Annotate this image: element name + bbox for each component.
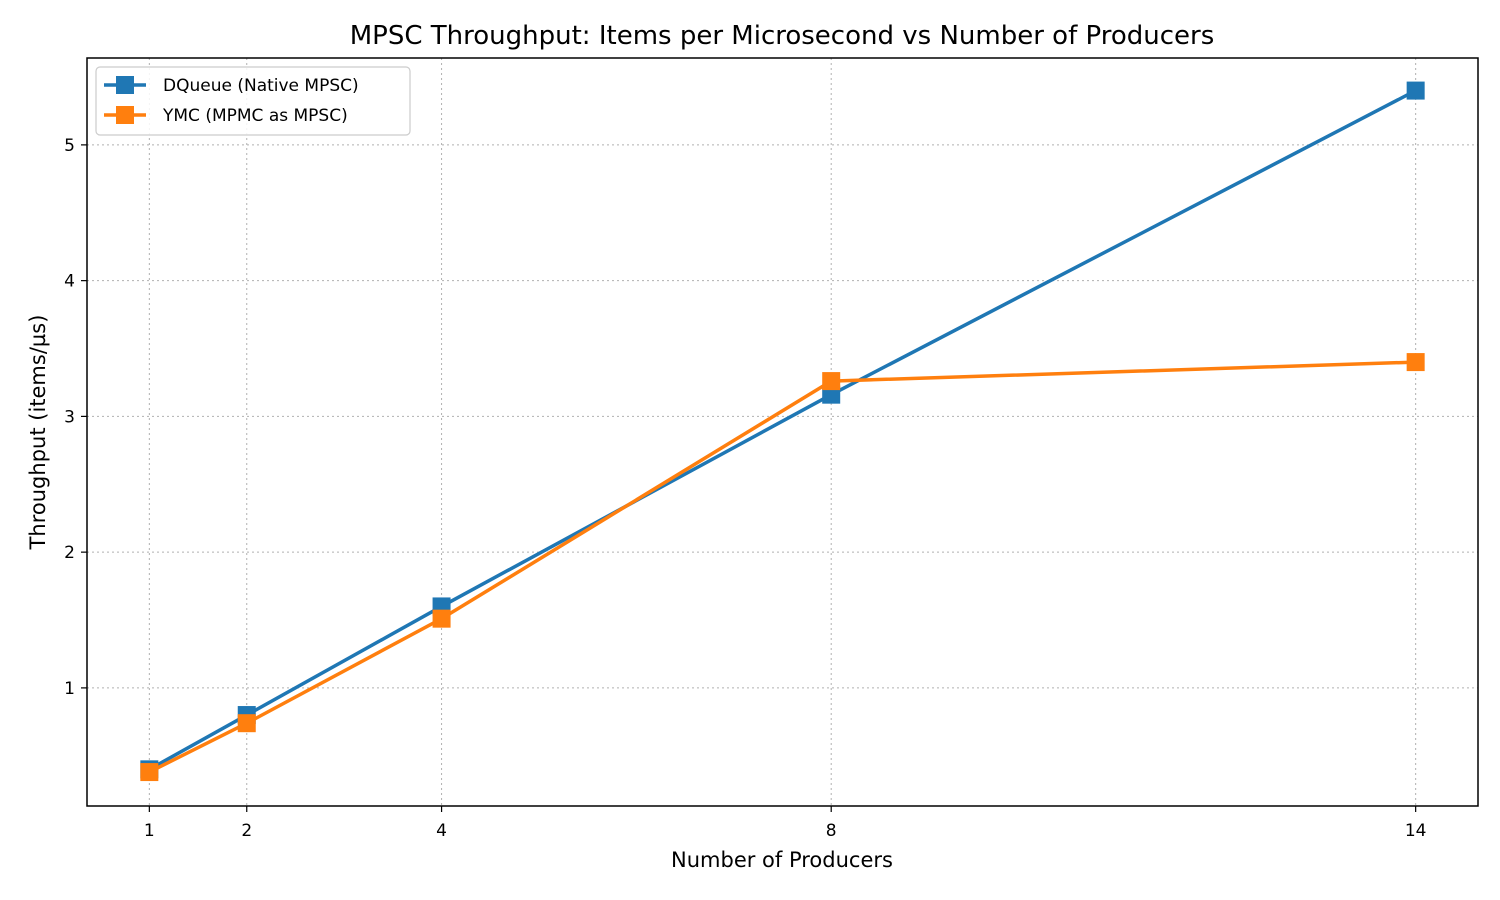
- data-point: [1406, 353, 1425, 372]
- y-tick-label: 5: [64, 136, 75, 156]
- legend-item: YMC (MPMC as MPSC): [104, 106, 348, 126]
- legend: DQueue (Native MPSC) YMC (MPMC as MPSC): [95, 66, 411, 136]
- y-axis: 1 2 3 4 5: [64, 136, 87, 699]
- x-tick-label: 1: [144, 821, 155, 841]
- plot-frame: [86, 57, 1479, 807]
- x-axis: 1 2 4 8 14: [144, 806, 1427, 841]
- data-point: [1406, 81, 1425, 100]
- legend-label: DQueue (Native MPSC): [163, 76, 359, 96]
- x-tick-label: 4: [436, 821, 447, 841]
- grid: [87, 58, 1478, 806]
- legend-marker: [116, 106, 134, 124]
- y-tick-label: 2: [64, 543, 75, 563]
- y-tick-label: 1: [64, 679, 75, 699]
- x-axis-label: Number of Producers: [671, 848, 893, 872]
- legend-label: YMC (MPMC as MPSC): [162, 106, 348, 126]
- chart-title: MPSC Throughput: Items per Microsecond v…: [350, 21, 1215, 51]
- data-point: [432, 609, 451, 628]
- legend-marker: [116, 76, 134, 94]
- y-tick-label: 3: [64, 407, 75, 427]
- series-layer: [140, 81, 1425, 782]
- y-axis-label: Throughput (items/µs): [26, 315, 50, 551]
- data-point: [822, 385, 841, 404]
- data-point: [822, 372, 841, 391]
- series-2: [140, 353, 1425, 782]
- x-tick-label: 14: [1405, 821, 1427, 841]
- series-1: [140, 81, 1425, 779]
- data-point: [237, 714, 256, 733]
- series-line: [148, 360, 1416, 774]
- data-point: [140, 763, 159, 782]
- series-line: [148, 89, 1417, 771]
- legend-box: [95, 66, 411, 136]
- x-tick-label: 2: [241, 821, 252, 841]
- x-tick-label: 8: [826, 821, 837, 841]
- y-tick-label: 4: [64, 272, 75, 292]
- legend-item: DQueue (Native MPSC): [104, 76, 359, 96]
